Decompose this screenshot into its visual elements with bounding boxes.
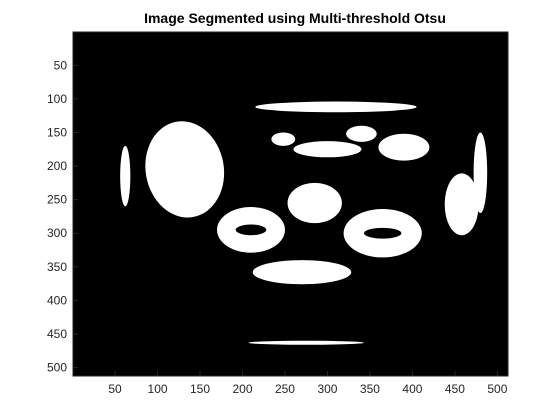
region-center-bright-a xyxy=(271,132,296,146)
x-tick-label: 150 xyxy=(190,382,210,396)
region-left-large-organ xyxy=(145,121,225,218)
region-right-body-wall xyxy=(473,132,488,214)
axes-frame xyxy=(72,31,509,377)
region-lower-band xyxy=(252,260,352,285)
ring-hole-left-kidney xyxy=(235,224,267,236)
region-left-body-wall xyxy=(120,145,131,207)
x-tick-label: 450 xyxy=(445,382,465,396)
y-tick-label: 300 xyxy=(47,226,67,240)
region-right-flank xyxy=(444,173,479,236)
y-tick-label: 500 xyxy=(47,361,67,375)
region-right-upper-organ xyxy=(378,133,430,161)
x-tick-label: 400 xyxy=(402,382,422,396)
y-tick-label: 200 xyxy=(47,159,67,173)
y-tick-label: 100 xyxy=(47,92,67,106)
x-tick-label: 200 xyxy=(232,382,252,396)
region-center-bright-c xyxy=(293,141,362,158)
foreground-mask xyxy=(120,101,488,345)
y-tick-label: 450 xyxy=(47,327,67,341)
y-tick-label: 150 xyxy=(47,125,67,139)
region-bottom-thin-arc xyxy=(248,340,364,345)
chart-title: Image Segmented using Multi-threshold Ot… xyxy=(144,10,446,26)
y-tick-label: 250 xyxy=(47,193,67,207)
x-tick-label: 50 xyxy=(108,382,122,396)
y-tick-label: 400 xyxy=(47,293,67,307)
y-tick-label: 50 xyxy=(54,58,68,72)
region-upper-center-strip xyxy=(255,101,417,113)
axes: 50 100 150 200 250 300 350 400 450 500 50 100 150 200… xyxy=(47,31,509,396)
x-tick-label: 300 xyxy=(317,382,337,396)
y-tick-label: 350 xyxy=(47,260,67,274)
axis-ticks: 50 100 150 200 250 300 350 400 450 500 50 100 150 200… xyxy=(47,31,509,396)
ring-hole-right-kidney xyxy=(363,227,402,239)
x-tick-label: 350 xyxy=(360,382,380,396)
x-tick-label: 500 xyxy=(487,382,507,396)
region-center-bright-b xyxy=(346,125,377,142)
x-tick-label: 250 xyxy=(275,382,295,396)
region-spine-body xyxy=(287,182,342,224)
x-tick-label: 100 xyxy=(148,382,168,396)
